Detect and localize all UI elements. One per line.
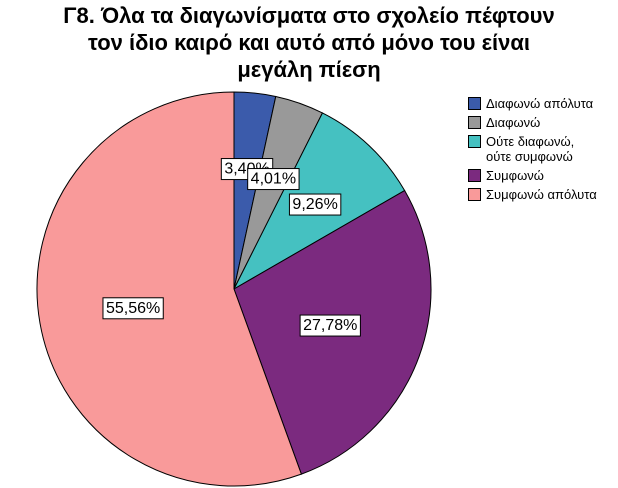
chart-title: Γ8. Όλα τα διαγωνίσματα στο σχολείο πέφτ… xyxy=(0,2,618,83)
legend-swatch xyxy=(468,97,481,110)
legend-item: Συμφωνώ xyxy=(468,168,616,183)
legend-item: Ούτε διαφωνώ, ούτε συμφωνώ xyxy=(468,134,616,164)
pie-data-labels: 3,40%4,01%9,26%27,78%55,56% xyxy=(102,158,361,337)
data-label-5: 55,56% xyxy=(102,297,164,320)
data-label-text-3: 9,26% xyxy=(292,196,337,213)
data-label-text-2: 4,01% xyxy=(251,171,296,188)
data-label-4: 27,78% xyxy=(299,314,361,337)
data-label-text-5: 55,56% xyxy=(106,300,160,317)
legend-item: Συμφωνώ απόλυτα xyxy=(468,187,616,202)
legend-label: Συμφωνώ απόλυτα xyxy=(486,187,597,202)
chart-title-line-2: τον ίδιο καιρό και αυτό από μόνο του είν… xyxy=(87,30,531,55)
legend-swatch xyxy=(468,188,481,201)
data-label-3: 9,26% xyxy=(288,193,342,216)
chart-title-line-1: Γ8. Όλα τα διαγωνίσματα στο σχολείο πέφτ… xyxy=(63,3,555,28)
legend-swatch xyxy=(468,135,481,148)
legend-label: Διαφωνώ απόλυτα xyxy=(486,96,594,111)
legend-swatch xyxy=(468,169,481,182)
data-label-2: 4,01% xyxy=(247,168,300,191)
chart-legend: Διαφωνώ απόλυτα Διαφωνώ Ούτε διαφωνώ, ούτε… xyxy=(468,96,616,206)
chart-title-line-3: μεγάλη πίεση xyxy=(237,57,381,82)
data-label-box-4 xyxy=(299,314,361,337)
legend-item: Διαφωνώ xyxy=(468,115,616,130)
legend-label: Συμφωνώ xyxy=(486,168,544,183)
legend-label: Ούτε διαφωνώ, ούτε συμφωνώ xyxy=(486,134,575,164)
pie-slices xyxy=(36,91,432,487)
legend-label: Διαφωνώ xyxy=(486,115,541,130)
pie-slice-5 xyxy=(36,91,303,487)
data-label-box-2 xyxy=(247,168,300,191)
data-label-text-4: 27,78% xyxy=(303,317,357,334)
legend-swatch xyxy=(468,116,481,129)
data-label-box-3 xyxy=(288,193,342,216)
legend-item: Διαφωνώ απόλυτα xyxy=(468,96,616,111)
data-label-box-5 xyxy=(102,297,164,320)
